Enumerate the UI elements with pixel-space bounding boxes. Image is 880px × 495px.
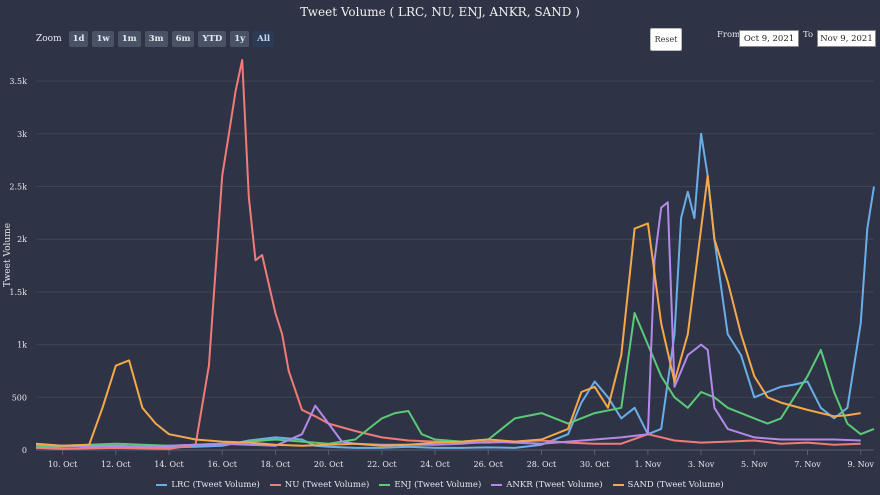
x-tick-label: 20. Oct: [314, 460, 344, 469]
y-tick-label: 2k: [17, 235, 27, 244]
series-line-lrc[interactable]: [35, 132, 875, 449]
range-to-input[interactable]: Nov 9, 2021: [817, 30, 876, 47]
x-tick-label: 28. Oct: [527, 460, 557, 469]
zoom-label: Zoom: [36, 34, 62, 44]
y-tick-label: 3.5k: [9, 77, 27, 86]
legend-label: SAND (Tweet Volume): [627, 480, 724, 490]
series-line-ankr[interactable]: [35, 201, 861, 448]
legend-item-enj[interactable]: ENJ (Tweet Volume): [379, 480, 481, 490]
chart-title: Tweet Volume ( LRC, NU, ENJ, ANKR, SAND …: [300, 5, 580, 19]
legend-swatch: [379, 484, 391, 486]
legend-swatch: [269, 484, 281, 486]
x-tick-label: 10. Oct: [48, 460, 78, 469]
x-axis-ticks: 10. Oct 12. Oct 14. Oct 16. Oct 18. Oct 20. O…: [36, 449, 874, 469]
legend-label: ANKR (Tweet Volume): [506, 480, 603, 490]
zoom-6m-button[interactable]: 6m: [171, 31, 195, 47]
range-from-label: From: [717, 30, 741, 40]
reset-zoom-button[interactable]: Reset: [650, 28, 682, 51]
legend-label: ENJ (Tweet Volume): [394, 480, 482, 490]
y-tick-label: 3k: [17, 130, 27, 139]
zoom-all-button[interactable]: All: [253, 31, 275, 47]
y-axis-ticks: 0 500 1k 1.5k 2k 2.5k 3k 3.5k: [9, 77, 27, 455]
zoom-selector: Zoom 1d 1w 1m 3m 6m YTD 1y All: [36, 31, 275, 47]
x-tick-label: 30. Oct: [580, 460, 610, 469]
x-tick-label: 14. Oct: [154, 460, 184, 469]
zoom-1d-button[interactable]: 1d: [68, 31, 89, 47]
x-tick-label: 9. Nov: [847, 460, 874, 469]
series-line-sand[interactable]: [35, 174, 861, 447]
range-from-input[interactable]: Oct 9, 2021: [739, 30, 799, 47]
gridlines: [36, 80, 874, 451]
legend-swatch: [491, 484, 503, 486]
legend-label: LRC (Tweet Volume): [171, 480, 260, 490]
legend-item-ankr[interactable]: ANKR (Tweet Volume): [491, 480, 603, 490]
zoom-ytd-button[interactable]: YTD: [198, 31, 227, 47]
zoom-1m-button[interactable]: 1m: [117, 31, 141, 47]
legend-label: NU (Tweet Volume): [284, 480, 370, 490]
legend: LRC (Tweet Volume) NU (Tweet Volume) ENJ (…: [0, 480, 880, 490]
series-lines: [35, 59, 875, 450]
x-tick-label: 1. Nov: [635, 460, 662, 469]
zoom-1y-button[interactable]: 1y: [230, 31, 250, 47]
y-tick-label: 1.5k: [9, 288, 27, 297]
y-tick-label: 0: [22, 446, 27, 455]
x-tick-label: 16. Oct: [207, 460, 237, 469]
x-tick-label: 26. Oct: [473, 460, 503, 469]
x-tick-label: 5. Nov: [741, 460, 768, 469]
x-tick-label: 22. Oct: [367, 460, 397, 469]
x-tick-label: 18. Oct: [261, 460, 291, 469]
x-tick-label: 3. Nov: [688, 460, 715, 469]
x-tick-label: 7. Nov: [794, 460, 821, 469]
zoom-3m-button[interactable]: 3m: [144, 31, 168, 47]
y-tick-label: 500: [12, 393, 27, 402]
x-tick-label: 12. Oct: [101, 460, 131, 469]
legend-swatch: [612, 484, 624, 486]
legend-item-nu[interactable]: NU (Tweet Volume): [269, 480, 370, 490]
y-tick-label: 1k: [17, 341, 27, 350]
legend-item-lrc[interactable]: LRC (Tweet Volume): [156, 480, 260, 490]
range-to-label: To: [803, 30, 814, 40]
legend-item-sand[interactable]: SAND (Tweet Volume): [612, 480, 724, 490]
series-line-nu[interactable]: [35, 59, 861, 450]
legend-swatch: [156, 484, 168, 486]
y-tick-label: 2.5k: [9, 182, 27, 191]
y-axis-label: Tweet Volume: [3, 223, 13, 287]
x-tick-label: 24. Oct: [420, 460, 450, 469]
zoom-1w-button[interactable]: 1w: [92, 31, 114, 47]
